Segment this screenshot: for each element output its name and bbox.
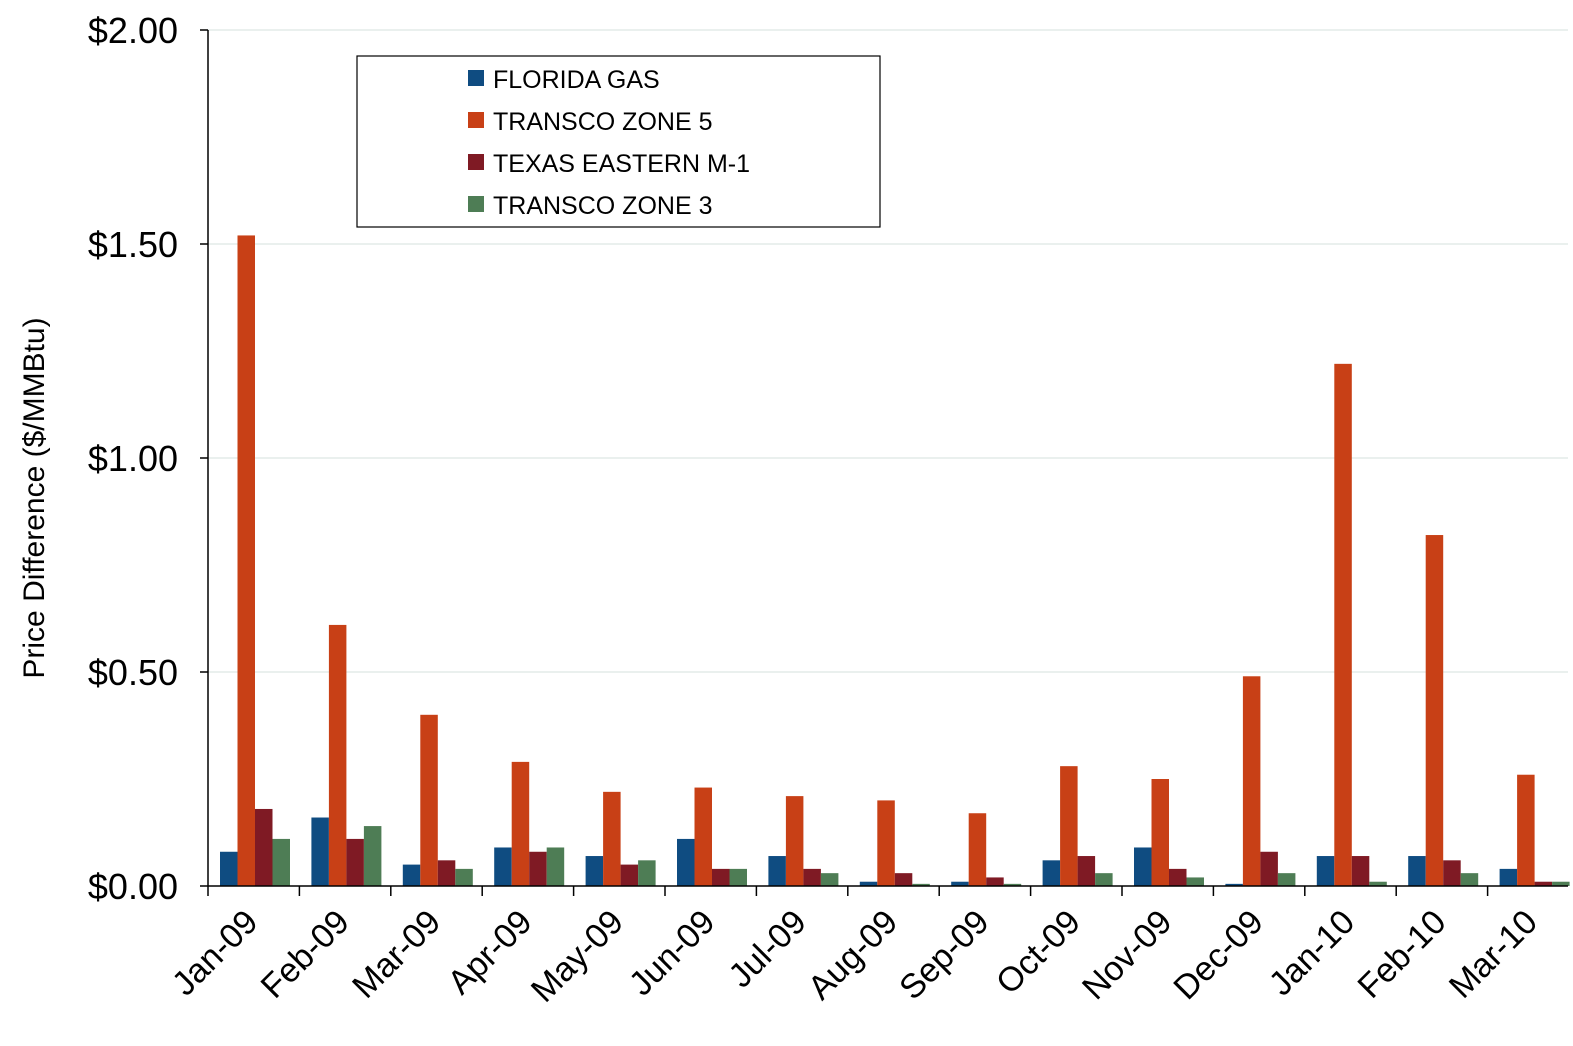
- legend-label: TRANSCO ZONE 3: [493, 192, 712, 220]
- bar-transco-zone-5-nov-09: [1151, 779, 1169, 886]
- bar-texas-eastern-m-1-apr-09: [529, 851, 547, 886]
- bar-transco-zone-3-jan-09: [272, 838, 290, 886]
- legend-swatch: [468, 154, 484, 170]
- bar-texas-eastern-m-1-feb-10: [1443, 860, 1461, 886]
- bar-florida-gas-feb-10: [1408, 856, 1426, 886]
- legend-label: TRANSCO ZONE 5: [493, 108, 712, 136]
- bar-transco-zone-5-jan-10: [1334, 363, 1352, 887]
- bar-transco-zone-3-jul-09: [820, 873, 839, 886]
- y-tick-label: $0.00: [88, 866, 178, 907]
- bar-florida-gas-aug-09: [859, 881, 878, 886]
- bar-transco-zone-5-jul-09: [785, 796, 804, 886]
- bar-transco-zone-3-oct-09: [1095, 873, 1113, 886]
- bar-texas-eastern-m-1-jan-10: [1351, 856, 1370, 886]
- bar-transco-zone-5-jun-09: [694, 787, 712, 886]
- bar-transco-zone-3-feb-10: [1460, 873, 1479, 886]
- bar-transco-zone-3-mar-09: [455, 868, 473, 886]
- bar-transco-zone-3-apr-09: [546, 847, 565, 886]
- x-tick-label: May-09: [524, 903, 631, 1010]
- legend-swatch: [468, 112, 484, 128]
- legend: FLORIDA GAS TRANSCO ZONE 5 TEXAS EASTERN M…: [356, 55, 881, 228]
- bar-transco-zone-5-dec-09: [1242, 676, 1261, 886]
- bar-transco-zone-3-mar-10: [1552, 881, 1570, 886]
- bar-florida-gas-jun-09: [677, 838, 695, 886]
- bar-florida-gas-nov-09: [1134, 847, 1152, 886]
- bar-florida-gas-dec-09: [1225, 883, 1243, 886]
- x-tick-label: Dec-09: [1166, 903, 1270, 1007]
- legend-swatch: [468, 196, 484, 212]
- bar-texas-eastern-m-1-oct-09: [1077, 856, 1096, 886]
- y-tick-labels: $0.00 $0.50 $1.00 $1.50 $2.00: [88, 10, 178, 907]
- bar-florida-gas-jan-10: [1316, 856, 1335, 886]
- x-tick-label: Nov-09: [1075, 903, 1179, 1007]
- bar-transco-zone-5-aug-09: [877, 800, 895, 886]
- legend-swatch: [468, 70, 484, 86]
- legend-label: TEXAS EASTERN M-1: [493, 150, 750, 178]
- bar-florida-gas-oct-09: [1042, 860, 1061, 886]
- axes: [200, 29, 1568, 896]
- bar-transco-zone-5-mar-10: [1517, 774, 1535, 886]
- bar-transco-zone-5-may-09: [603, 791, 621, 886]
- y-axis-title: Price Difference ($/MMBtu): [18, 317, 51, 678]
- x-tick-label: Sep-09: [892, 903, 996, 1007]
- x-tick-label: Jan-10: [1262, 903, 1362, 1003]
- bar-transco-zone-5-feb-10: [1425, 535, 1444, 886]
- bar-transco-zone-5-oct-09: [1060, 766, 1078, 886]
- x-tick-label: Mar-09: [345, 903, 448, 1006]
- bar-texas-eastern-m-1-aug-09: [894, 873, 913, 886]
- bar-transco-zone-5-apr-09: [511, 761, 530, 886]
- bar-transco-zone-5-mar-09: [420, 714, 438, 886]
- x-tick-label: Apr-09: [441, 903, 540, 1002]
- bar-texas-eastern-m-1-mar-09: [437, 860, 456, 886]
- bar-transco-zone-5-sep-09: [968, 813, 987, 886]
- x-tick-label: Feb-09: [254, 903, 357, 1006]
- bar-texas-eastern-m-1-jan-09: [255, 808, 273, 886]
- x-tick-label: Jun-09: [622, 903, 722, 1003]
- bar-florida-gas-apr-09: [494, 847, 512, 886]
- bar-texas-eastern-m-1-sep-09: [986, 877, 1004, 886]
- bar-transco-zone-3-feb-09: [363, 826, 382, 886]
- y-tick-label: $2.00: [88, 10, 178, 51]
- x-tick-label: Jan-09: [165, 903, 265, 1003]
- bar-transco-zone-3-sep-09: [1003, 883, 1022, 886]
- bar-transco-zone-3-aug-09: [912, 883, 930, 886]
- bar-texas-eastern-m-1-nov-09: [1169, 868, 1187, 886]
- bar-texas-eastern-m-1-feb-09: [346, 838, 364, 886]
- bar-texas-eastern-m-1-jul-09: [803, 868, 821, 886]
- x-tick-label: Jul-09: [721, 903, 813, 995]
- bar-transco-zone-3-jun-09: [729, 868, 747, 886]
- bar-florida-gas-jan-09: [220, 851, 238, 886]
- bar-transco-zone-3-nov-09: [1186, 877, 1204, 886]
- bar-texas-eastern-m-1-may-09: [620, 864, 639, 886]
- x-tick-label: Mar-10: [1442, 903, 1545, 1006]
- legend-label: FLORIDA GAS: [493, 66, 660, 94]
- bars: [220, 235, 1570, 887]
- bar-texas-eastern-m-1-dec-09: [1260, 851, 1278, 886]
- x-tick-label: Feb-10: [1351, 903, 1454, 1006]
- bar-texas-eastern-m-1-mar-10: [1534, 881, 1553, 886]
- bar-transco-zone-3-dec-09: [1277, 873, 1296, 886]
- y-tick-label: $1.50: [88, 224, 178, 265]
- bar-florida-gas-sep-09: [951, 881, 969, 886]
- bar-transco-zone-3-jan-10: [1369, 881, 1387, 886]
- bar-transco-zone-5-jan-09: [237, 235, 255, 886]
- y-tick-label: $1.00: [88, 438, 178, 479]
- bar-florida-gas-mar-09: [402, 864, 421, 886]
- bar-florida-gas-feb-09: [311, 817, 329, 886]
- bar-transco-zone-5-feb-09: [328, 624, 347, 886]
- x-tick-label: Aug-09: [801, 903, 905, 1007]
- bar-texas-eastern-m-1-jun-09: [712, 868, 730, 886]
- bar-transco-zone-3-may-09: [638, 860, 656, 886]
- bar-florida-gas-may-09: [585, 856, 604, 886]
- legend-box: [356, 55, 881, 228]
- bar-florida-gas-mar-10: [1499, 868, 1518, 886]
- y-tick-label: $0.50: [88, 652, 178, 693]
- bar-florida-gas-jul-09: [768, 856, 786, 886]
- x-tick-label: Oct-09: [989, 903, 1088, 1002]
